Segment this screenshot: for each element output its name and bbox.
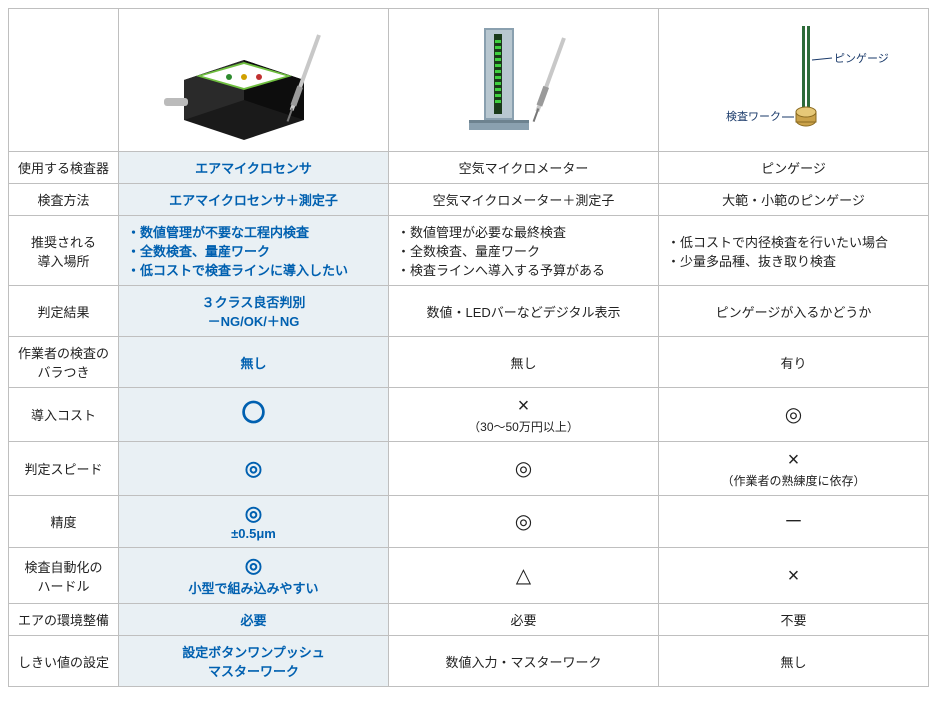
row-automation: 検査自動化の ハードル ◎ 小型で組み込みやすい △ × <box>9 548 929 604</box>
cell: × （30～50万円以上） <box>389 388 659 442</box>
cell: 大範・小範のピンゲージ <box>659 184 929 216</box>
cell: ３クラス良否判別 －NG/OK/＋NG <box>119 286 389 337</box>
bullet: 低コストで検査ラインに導入したい <box>127 260 380 279</box>
text: マスターワーク <box>127 661 380 680</box>
symbol: × <box>788 565 800 587</box>
cell: ピンゲージ <box>659 152 929 184</box>
bullet-list: 数値管理が必要な最終検査 全数検査、量産ワーク 検査ラインへ導入する予算がある <box>397 222 650 279</box>
cell: 無し <box>389 337 659 388</box>
row-result: 判定結果 ３クラス良否判別 －NG/OK/＋NG 数値・LEDバーなどデジタル表… <box>9 286 929 337</box>
row-label: 判定スピード <box>9 442 119 496</box>
bullet: 全数検査、量産ワーク <box>127 241 380 260</box>
cell: 無し <box>659 636 929 687</box>
cell: 数値入力・マスターワーク <box>389 636 659 687</box>
cell: 〇 <box>119 388 389 442</box>
row-label: 導入コスト <box>9 388 119 442</box>
cell: △ <box>389 548 659 604</box>
cell: ◎ <box>389 496 659 548</box>
bullet: 少量多品種、抜き取り検査 <box>667 251 920 270</box>
row-label: 精度 <box>9 496 119 548</box>
row-label: 判定結果 <box>9 286 119 337</box>
cell: ◎ 小型で組み込みやすい <box>119 548 389 604</box>
symbol: △ <box>516 565 531 587</box>
row-label: しきい値の設定 <box>9 636 119 687</box>
bullet: 数値管理が不要な工程内検査 <box>127 222 380 241</box>
text: （30～50万円以上） <box>397 418 650 435</box>
comparison-table: ピンゲージ 検査ワーク 使用する検査器 エアマイクロセンサ 空気マイクロメーター… <box>8 8 929 687</box>
row-label: 作業者の検査の バラつき <box>9 337 119 388</box>
bullet-list: 低コストで内径検査を行いたい場合 少量多品種、抜き取り検査 <box>667 232 920 270</box>
air-micrometer-icon <box>424 20 624 140</box>
cell: エアマイクロセンサ＋測定子 <box>119 184 389 216</box>
symbol: 〇 <box>242 400 266 427</box>
row-method: 検査方法 エアマイクロセンサ＋測定子 空気マイクロメーター＋測定子 大範・小範の… <box>9 184 929 216</box>
cell: 空気マイクロメーター＋測定子 <box>389 184 659 216</box>
text: 設定ボタンワンプッシュ <box>127 642 380 661</box>
symbol: ◎ <box>127 554 380 578</box>
row-label: 使用する検査器 <box>9 152 119 184</box>
row-accuracy: 精度 ◎ ±0.5μm ◎ － <box>9 496 929 548</box>
text: ３クラス良否判別 <box>127 292 380 311</box>
row-label: 検査自動化の ハードル <box>9 548 119 604</box>
text: ±0.5μm <box>127 526 380 541</box>
cell: 低コストで内径検査を行いたい場合 少量多品種、抜き取り検査 <box>659 216 929 286</box>
cell: × <box>659 548 929 604</box>
image-cell-air-micro-sensor <box>119 9 389 152</box>
cell: 数値管理が不要な工程内検査 全数検査、量産ワーク 低コストで検査ラインに導入した… <box>119 216 389 286</box>
symbol: × <box>667 448 920 472</box>
cell: 数値管理が必要な最終検査 全数検査、量産ワーク 検査ラインへ導入する予算がある <box>389 216 659 286</box>
row-variation: 作業者の検査の バラつき 無し 無し 有り <box>9 337 929 388</box>
text: －NG/OK/＋NG <box>127 311 380 330</box>
cell: ◎ <box>659 388 929 442</box>
image-cell-pin-gauge: ピンゲージ 検査ワーク <box>659 9 929 152</box>
symbol: ◎ <box>515 458 532 480</box>
symbol: ◎ <box>245 458 262 480</box>
cell: 不要 <box>659 604 929 636</box>
text: （作業者の熟練度に依存） <box>667 472 920 489</box>
pin-gauge-label: ピンゲージ <box>834 52 889 65</box>
pin-gauge-icon: ピンゲージ 検査ワーク <box>674 20 914 140</box>
cell: 無し <box>119 337 389 388</box>
row-label: 検査方法 <box>9 184 119 216</box>
cell: ◎ <box>119 442 389 496</box>
bullet-list: 数値管理が不要な工程内検査 全数検査、量産ワーク 低コストで検査ラインに導入した… <box>127 222 380 279</box>
cell: － <box>659 496 929 548</box>
symbol: × <box>397 394 650 418</box>
symbol: － <box>784 511 804 533</box>
bullet: 全数検査、量産ワーク <box>397 241 650 260</box>
cell: エアマイクロセンサ <box>119 152 389 184</box>
cell: ピンゲージが入るかどうか <box>659 286 929 337</box>
bullet: 検査ラインへ導入する予算がある <box>397 260 650 279</box>
row-label: エアの環境整備 <box>9 604 119 636</box>
air-micro-sensor-icon <box>144 20 364 140</box>
symbol: ◎ <box>785 404 802 426</box>
cell: 有り <box>659 337 929 388</box>
symbol: ◎ <box>515 511 532 533</box>
cell: ◎ <box>389 442 659 496</box>
bullet: 低コストで内径検査を行いたい場合 <box>667 232 920 251</box>
cell: × （作業者の熟練度に依存） <box>659 442 929 496</box>
work-label: 検査ワーク <box>726 109 781 123</box>
symbol: ◎ <box>127 502 380 526</box>
cell: ◎ ±0.5μm <box>119 496 389 548</box>
cell: 空気マイクロメーター <box>389 152 659 184</box>
cell: 数値・LEDバーなどデジタル表示 <box>389 286 659 337</box>
row-air-env: エアの環境整備 必要 必要 不要 <box>9 604 929 636</box>
row-threshold: しきい値の設定 設定ボタンワンプッシュ マスターワーク 数値入力・マスターワーク… <box>9 636 929 687</box>
cell: 必要 <box>119 604 389 636</box>
row-recommended: 推奨される 導入場所 数値管理が不要な工程内検査 全数検査、量産ワーク 低コスト… <box>9 216 929 286</box>
text: 小型で組み込みやすい <box>127 578 380 597</box>
row-speed: 判定スピード ◎ ◎ × （作業者の熟練度に依存） <box>9 442 929 496</box>
image-cell-air-micrometer <box>389 9 659 152</box>
image-cell-empty <box>9 9 119 152</box>
row-inspector: 使用する検査器 エアマイクロセンサ 空気マイクロメーター ピンゲージ <box>9 152 929 184</box>
bullet: 数値管理が必要な最終検査 <box>397 222 650 241</box>
cell: 必要 <box>389 604 659 636</box>
image-row: ピンゲージ 検査ワーク <box>9 9 929 152</box>
cell: 設定ボタンワンプッシュ マスターワーク <box>119 636 389 687</box>
row-cost: 導入コスト 〇 × （30～50万円以上） ◎ <box>9 388 929 442</box>
row-label: 推奨される 導入場所 <box>9 216 119 286</box>
